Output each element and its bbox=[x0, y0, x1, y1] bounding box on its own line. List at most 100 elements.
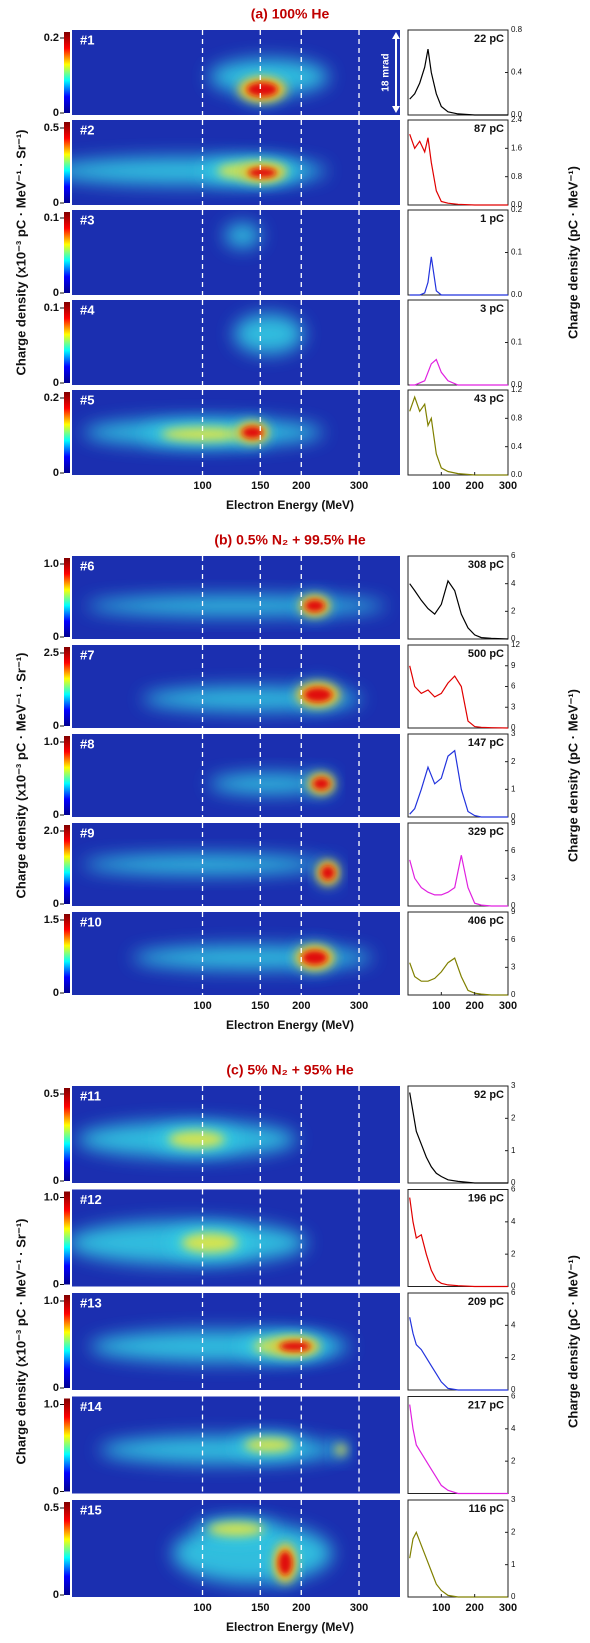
y2-tick-label: 6 bbox=[511, 551, 516, 560]
y2-tick-label: 0 bbox=[511, 1592, 516, 1601]
colorbar-tick-label: 2.5 bbox=[44, 647, 59, 659]
spectrum-frame bbox=[407, 1085, 509, 1184]
y2-tick-label: 0.8 bbox=[511, 25, 523, 34]
charge-label: 500 pC bbox=[468, 648, 504, 660]
y2-tick-label: 0.0 bbox=[511, 470, 523, 479]
charge-label: 308 pC bbox=[468, 559, 504, 571]
y2-tick-label: 6 bbox=[511, 1185, 516, 1194]
colorbar-tick-label: 0 bbox=[53, 720, 59, 732]
detector-image bbox=[72, 645, 400, 728]
shot-label: #9 bbox=[80, 825, 94, 840]
colorbar bbox=[64, 212, 70, 293]
beam-glow bbox=[99, 1435, 340, 1464]
colorbar-tick-label: 0 bbox=[53, 197, 59, 209]
y2-tick-label: 9 bbox=[511, 818, 516, 827]
shot-label: #10 bbox=[80, 914, 102, 929]
section-title: (a) 100% He bbox=[251, 6, 330, 22]
beam-core bbox=[244, 1438, 294, 1452]
shot-label: #12 bbox=[80, 1192, 102, 1207]
beam-glow bbox=[86, 595, 386, 616]
y2-tick-label: 2.4 bbox=[511, 115, 523, 124]
y2-tick-label: 0 bbox=[511, 812, 516, 821]
y2-tick-label: 2 bbox=[511, 606, 516, 615]
beam-peak bbox=[278, 1551, 293, 1576]
y2-tick-label: 3 bbox=[511, 873, 516, 882]
spectrum-line bbox=[409, 957, 508, 996]
spectrum-line bbox=[409, 855, 508, 907]
detector-image bbox=[72, 556, 400, 639]
y2-tick-label: 2 bbox=[511, 757, 516, 766]
spectrum-frame bbox=[407, 389, 509, 476]
y2-tick-label: 2 bbox=[511, 1456, 516, 1465]
spectrum-line bbox=[409, 1317, 508, 1391]
charge-label: 147 pC bbox=[468, 737, 504, 749]
shot-label: #5 bbox=[80, 392, 94, 407]
beam-peak bbox=[248, 167, 277, 178]
beam-peak bbox=[320, 865, 335, 880]
colorbar bbox=[64, 1088, 70, 1181]
colorbar bbox=[64, 1398, 70, 1492]
image-background bbox=[72, 210, 400, 295]
y2-tick-label: 2 bbox=[511, 1353, 516, 1362]
colorbar-tick-label: 0 bbox=[53, 377, 59, 389]
x-axis-label: Electron Energy (MeV) bbox=[226, 1018, 354, 1032]
beam-peak bbox=[279, 1341, 311, 1352]
detector-image bbox=[72, 300, 400, 385]
colorbar-tick-label: 0 bbox=[53, 107, 59, 119]
spectrum-line bbox=[409, 1404, 508, 1495]
detector-image bbox=[72, 30, 400, 115]
detector-image bbox=[72, 120, 400, 205]
shot-label: #13 bbox=[80, 1295, 102, 1310]
shot-label: #11 bbox=[80, 1088, 101, 1103]
detector-image bbox=[72, 390, 400, 475]
y2-tick-label: 0 bbox=[511, 1385, 516, 1394]
beam-core bbox=[181, 1233, 238, 1253]
section-title: (b) 0.5% N₂ + 99.5% He bbox=[214, 532, 366, 548]
spectrum-x-tick-label: 100 bbox=[432, 1000, 450, 1012]
colorbar-tick-label: 0 bbox=[53, 1278, 59, 1290]
x-axis-label: Electron Energy (MeV) bbox=[226, 1620, 354, 1634]
beam-glow bbox=[83, 854, 324, 875]
colorbar-tick-label: 0 bbox=[53, 1589, 59, 1601]
y2-tick-label: 0.4 bbox=[511, 68, 523, 77]
spectrum-line bbox=[409, 48, 508, 116]
colorbar bbox=[64, 392, 70, 473]
y2-tick-label: 0 bbox=[511, 634, 516, 643]
spectrum-frame bbox=[407, 1189, 509, 1287]
detector-image bbox=[72, 1189, 400, 1287]
spectrum-line bbox=[409, 133, 508, 206]
spectrum-x-tick-label: 100 bbox=[432, 480, 450, 492]
shot-label: #2 bbox=[80, 122, 94, 137]
y2-tick-label: 12 bbox=[511, 640, 520, 649]
spectrum-frame bbox=[407, 299, 509, 386]
colorbar bbox=[64, 914, 70, 993]
detector-image bbox=[72, 1500, 400, 1597]
beam-peak bbox=[246, 82, 278, 97]
y2-tick-label: 6 bbox=[511, 1392, 516, 1401]
section-title: (c) 5% N₂ + 95% He bbox=[226, 1062, 353, 1078]
y2-tick-label: 3 bbox=[511, 702, 516, 711]
colorbar-tick-label: 1.0 bbox=[44, 1191, 59, 1203]
detector-image bbox=[72, 823, 400, 906]
y2-tick-label: 4 bbox=[511, 1217, 516, 1226]
beam-glow bbox=[132, 945, 373, 970]
y2-axis-label: Charge density (pC · MeV⁻¹) bbox=[565, 1255, 580, 1428]
detector-image bbox=[72, 734, 400, 817]
y2-tick-label: 3 bbox=[511, 962, 516, 971]
spectrum-frame bbox=[407, 644, 509, 729]
colorbar-tick-label: 0.2 bbox=[44, 392, 59, 404]
spectrum-frame bbox=[407, 29, 509, 116]
y2-tick-label: 0.8 bbox=[511, 413, 523, 422]
y2-tick-label: 9 bbox=[511, 907, 516, 916]
y2-tick-label: 0.4 bbox=[511, 442, 523, 451]
spectrum-frame bbox=[407, 733, 509, 818]
detector-image bbox=[72, 1086, 400, 1183]
x-tick-label: 300 bbox=[350, 1000, 368, 1012]
colorbar-tick-label: 1.0 bbox=[44, 1398, 59, 1410]
colorbar-tick-label: 0 bbox=[53, 467, 59, 479]
spectrum-line bbox=[409, 1530, 508, 1598]
spectrum-line bbox=[409, 395, 508, 476]
colorbar-tick-label: 0.1 bbox=[44, 302, 59, 314]
y2-tick-label: 1.6 bbox=[511, 143, 523, 152]
